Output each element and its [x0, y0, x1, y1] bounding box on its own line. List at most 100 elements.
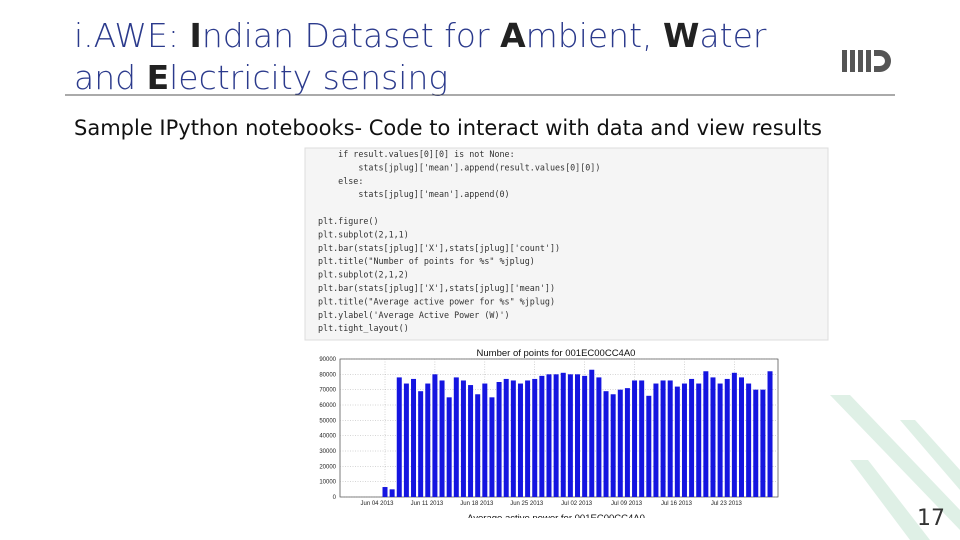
bar	[760, 389, 766, 497]
x-tick-label: Jun 18 2013	[460, 501, 494, 507]
bar	[439, 380, 445, 497]
bar	[667, 380, 673, 497]
x-tick-label: Jun 04 2013	[360, 501, 394, 507]
bar	[475, 394, 481, 497]
bar	[396, 377, 402, 497]
title-line: i.AWE: Indian Dataset for Ambient, Water	[74, 16, 767, 55]
bar	[710, 377, 716, 497]
y-tick-label: 20000	[319, 464, 336, 470]
bar	[717, 383, 723, 497]
bar	[624, 388, 630, 497]
bar	[489, 397, 495, 497]
bar	[696, 383, 702, 497]
bar	[739, 377, 744, 497]
bar	[767, 371, 773, 497]
code-line: stats[jplug]['mean'].append(0)	[318, 189, 510, 199]
bar	[482, 383, 488, 497]
code-line: plt.figure()	[318, 216, 379, 226]
code-line: plt.bar(stats[jplug]['X'],stats[jplug]['…	[318, 283, 555, 293]
code-line: plt.bar(stats[jplug]['X'],stats[jplug]['…	[318, 243, 560, 253]
code-line: plt.ylabel('Average Active Power (W)')	[318, 310, 510, 320]
bar	[610, 394, 616, 497]
code-cell	[304, 147, 829, 341]
code-line: plt.subplot(2,1,2)	[318, 270, 409, 280]
y-tick-label: 40000	[319, 434, 336, 440]
title-run: ndian Dataset for	[202, 16, 500, 55]
code-line: plt.subplot(2,1,1)	[318, 229, 409, 239]
y-tick-label: 30000	[319, 449, 336, 455]
bar	[496, 382, 502, 497]
title-run: ater	[699, 16, 766, 55]
bar	[617, 389, 623, 497]
title-line: and Electricity sensing	[74, 58, 448, 97]
bar	[632, 380, 638, 497]
x-tick-label: Jun 25 2013	[510, 501, 544, 507]
logo	[842, 50, 891, 72]
bar	[660, 380, 666, 497]
title-run: I	[190, 16, 202, 55]
title-run: i.AWE:	[74, 16, 190, 55]
title-run: W	[663, 16, 699, 55]
bar	[411, 378, 417, 497]
bar	[582, 375, 588, 497]
bar	[510, 380, 516, 497]
bar	[674, 386, 680, 497]
bar	[403, 383, 409, 497]
bar	[418, 391, 424, 497]
bar	[503, 378, 509, 497]
bar	[453, 377, 459, 497]
bar	[646, 395, 652, 497]
x-tick-label: Jul 16 2013	[661, 501, 693, 507]
bar	[639, 380, 645, 497]
title-run: and	[74, 58, 147, 97]
bar	[596, 377, 602, 497]
bar	[724, 378, 730, 497]
bar	[425, 383, 431, 497]
bar	[460, 380, 466, 497]
title-run: A	[500, 16, 526, 55]
y-tick-label: 0	[333, 495, 337, 501]
bar	[653, 383, 659, 497]
title-run: lectricity sensing	[169, 58, 448, 97]
bar	[389, 489, 395, 497]
bar	[468, 385, 474, 497]
bar	[746, 383, 752, 497]
x-tick-label: Jul 09 2013	[611, 501, 643, 507]
bar	[539, 375, 545, 497]
bar	[546, 374, 552, 497]
bar	[525, 380, 531, 497]
x-tick-label: Jul 23 2013	[711, 501, 743, 507]
title-run: mbient,	[526, 16, 663, 55]
y-tick-label: 80000	[319, 372, 336, 378]
decor	[830, 395, 960, 540]
bar	[589, 369, 595, 497]
bar	[432, 374, 438, 497]
y-tick-label: 50000	[319, 418, 336, 424]
bar	[560, 372, 566, 497]
bar	[689, 378, 695, 497]
code-line: stats[jplug]['mean'].append(result.value…	[318, 162, 600, 172]
subtitle: Sample IPython notebooks- Code to intera…	[74, 116, 822, 140]
figure-crop	[305, 518, 785, 540]
bar	[753, 389, 759, 497]
bar	[567, 374, 573, 497]
code-line: if result.values[0][0] is not None:	[318, 149, 515, 159]
x-tick-label: Jul 02 2013	[561, 501, 593, 507]
code-line: plt.tight_layout()	[318, 323, 409, 333]
bar	[731, 372, 737, 497]
bar	[603, 391, 609, 497]
page-number: 17	[917, 506, 945, 531]
x-tick-label: Jun 11 2013	[411, 501, 444, 507]
bar	[517, 383, 523, 497]
code-line: plt.title("Number of points for %s" %jpl…	[318, 256, 535, 266]
code-line: else:	[318, 176, 363, 186]
chart-title: Number of points for 001EC00CC4A0	[477, 348, 636, 359]
bar	[532, 378, 538, 497]
bar	[575, 374, 581, 497]
y-tick-label: 60000	[319, 403, 336, 409]
bar	[681, 383, 687, 497]
plot-area	[339, 358, 779, 498]
title-run: E	[147, 58, 170, 97]
bar	[553, 374, 559, 497]
